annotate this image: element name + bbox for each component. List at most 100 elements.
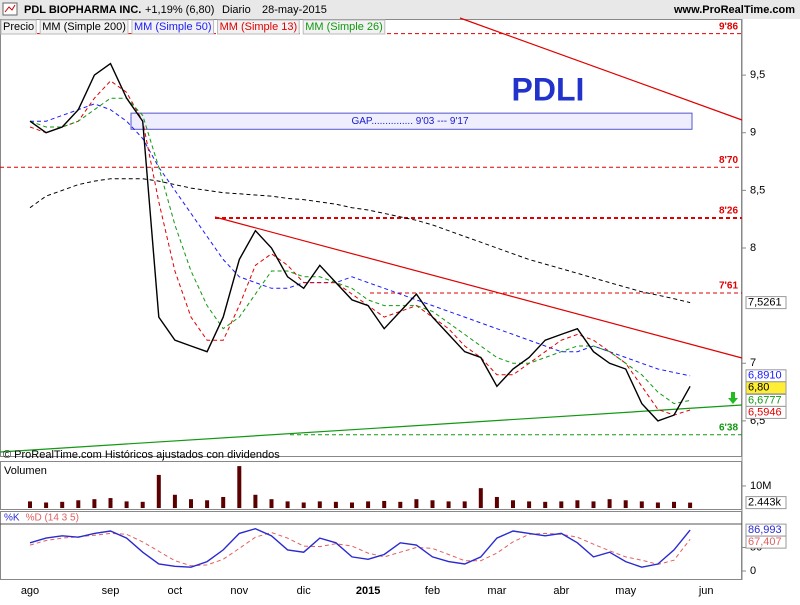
volume-bar bbox=[317, 501, 322, 508]
volume-bar bbox=[92, 499, 97, 508]
x-tick-label: nov bbox=[230, 585, 248, 597]
volume-bar bbox=[76, 500, 81, 508]
volume-bar bbox=[221, 496, 226, 508]
period: Diario bbox=[222, 4, 251, 16]
value-label: 6,6777 bbox=[748, 394, 782, 406]
y-tick-label: 8 bbox=[750, 242, 756, 254]
series-line bbox=[30, 103, 691, 377]
legend-box bbox=[39, 19, 129, 35]
volume-bar bbox=[108, 498, 113, 508]
volume-bar bbox=[253, 494, 258, 508]
date: 28-may-2015 bbox=[262, 4, 327, 16]
x-tick-label: mar bbox=[487, 585, 506, 597]
volume-bar bbox=[575, 500, 580, 508]
header-bar bbox=[0, 0, 800, 19]
volume-bar bbox=[189, 499, 193, 508]
level-label: 7'61 bbox=[719, 281, 739, 292]
stoch-legend: %K bbox=[4, 513, 20, 524]
volume-bar bbox=[414, 499, 419, 508]
volume-bar bbox=[543, 501, 548, 508]
volume-bar bbox=[333, 501, 338, 508]
stock-name: PDL BIOPHARMA INC. bbox=[24, 4, 141, 16]
volume-bar bbox=[285, 501, 290, 508]
volume-bar bbox=[156, 474, 161, 508]
trend-line bbox=[0, 404, 743, 453]
volume-bar bbox=[639, 501, 644, 508]
legend-entry: MM (Simple 200) bbox=[42, 21, 126, 33]
volume-title: Volumen bbox=[4, 465, 47, 477]
series-line bbox=[29, 527, 691, 568]
value-label: 6,80 bbox=[748, 382, 769, 394]
legend-entry: MM (Simple 50) bbox=[134, 21, 212, 33]
series-line bbox=[29, 531, 691, 567]
y-tick-label: 9,5 bbox=[750, 69, 765, 81]
volume-bar bbox=[607, 499, 612, 508]
header-icon bbox=[2, 2, 18, 16]
legend-entry: MM (Simple 13) bbox=[220, 21, 298, 33]
change: +1,19% (6,80) bbox=[145, 4, 214, 16]
symbol: PDLI bbox=[512, 71, 585, 107]
x-tick-label: feb bbox=[425, 585, 440, 597]
gap-zone bbox=[130, 112, 693, 130]
legend-box bbox=[131, 19, 215, 35]
value-label-box bbox=[745, 381, 787, 395]
volume-bar bbox=[350, 502, 354, 508]
level-label: 9'86 bbox=[719, 21, 739, 32]
value-label-box bbox=[745, 405, 787, 419]
x-tick-label: dic bbox=[297, 585, 312, 597]
level-label: 8'26 bbox=[719, 206, 739, 217]
level-label: 6'38 bbox=[719, 422, 739, 433]
x-tick-label: abr bbox=[553, 585, 569, 597]
volume-bar bbox=[559, 501, 564, 508]
x-tick-label: jun bbox=[698, 585, 714, 597]
y-tick-label: 8,5 bbox=[750, 184, 765, 196]
site: www.ProRealTime.com bbox=[673, 4, 795, 16]
value-label-box bbox=[745, 496, 787, 510]
volume-bar bbox=[366, 501, 371, 508]
x-tick-label: 2015 bbox=[356, 585, 380, 597]
legend-entry: Precio bbox=[3, 21, 34, 33]
value-label: 6,5946 bbox=[748, 406, 782, 418]
volume-bar bbox=[591, 501, 596, 508]
x-tick-label: may bbox=[615, 585, 636, 597]
x-tick-label: sep bbox=[102, 585, 120, 597]
up-arrow bbox=[728, 392, 738, 404]
volume-bar bbox=[124, 501, 129, 508]
series-line bbox=[29, 178, 691, 304]
volume-bar bbox=[655, 502, 660, 508]
legend-entry: MM (Simple 26) bbox=[305, 21, 383, 33]
trend-line bbox=[214, 216, 743, 359]
level-label: 8'70 bbox=[719, 155, 739, 166]
y-tick-label: 10M bbox=[750, 480, 771, 492]
value-label: 86,993 bbox=[748, 524, 782, 536]
y-tick-label: 0 bbox=[750, 565, 756, 577]
x-tick-label: oct bbox=[168, 585, 183, 597]
legend-box bbox=[217, 19, 300, 35]
volume-bar bbox=[688, 502, 693, 508]
series-line bbox=[29, 62, 691, 422]
trend-line bbox=[459, 17, 743, 121]
volume-bar bbox=[60, 501, 65, 508]
volume-bar bbox=[172, 494, 177, 508]
volume-bar bbox=[301, 502, 306, 508]
y-tick-label: 7 bbox=[750, 357, 756, 369]
volume-bar bbox=[478, 488, 483, 508]
footer-note: © ProRealTime.com Históricos ajustados c… bbox=[3, 449, 280, 461]
value-label-box bbox=[745, 296, 787, 310]
volume-bar bbox=[382, 500, 387, 508]
volume-bar bbox=[237, 466, 242, 508]
volume-bar bbox=[672, 501, 676, 508]
volume-bar bbox=[430, 500, 435, 508]
volume-bar bbox=[527, 501, 532, 508]
volume-bar bbox=[446, 501, 451, 508]
value-label: 67,407 bbox=[748, 536, 782, 548]
volume-bar bbox=[140, 501, 145, 508]
legend-box bbox=[0, 19, 37, 35]
series-line bbox=[29, 97, 691, 405]
volume-bar bbox=[28, 501, 32, 508]
value-label-box bbox=[745, 535, 787, 549]
y-tick-label: 9 bbox=[750, 127, 756, 139]
